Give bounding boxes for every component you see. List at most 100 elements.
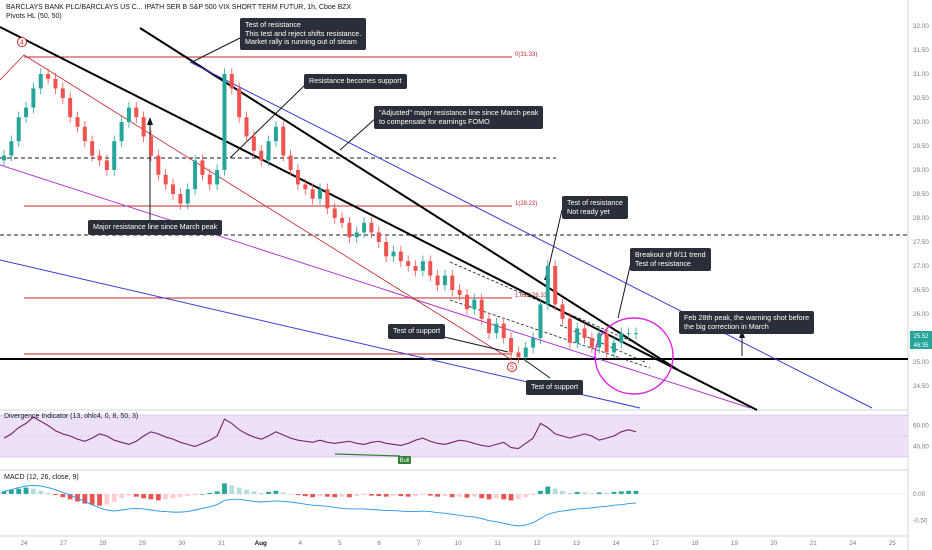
- candle-body: [104, 160, 109, 170]
- pane-separators: [0, 0, 909, 550]
- candle-body: [589, 338, 594, 348]
- candle-body: [376, 232, 381, 242]
- note-adjusted-resistance: "Adjusted" major resistance line since M…: [374, 106, 544, 130]
- macd-bar: [346, 494, 352, 498]
- macd-bar: [214, 491, 220, 494]
- divergence-title: Divergence Indicator (13, ohlc4, 0, 8, 5…: [4, 413, 139, 420]
- candle-body: [531, 338, 536, 348]
- macd-bar: [442, 494, 448, 497]
- candle-body: [325, 189, 330, 209]
- macd-bar: [398, 494, 404, 497]
- candle-body: [2, 155, 6, 161]
- candle-body: [369, 222, 374, 233]
- macd-line: [3, 485, 637, 527]
- candle-body: [273, 126, 278, 142]
- time-tick: 31: [218, 540, 226, 547]
- candle-body: [406, 261, 411, 266]
- time-tick: 11: [494, 540, 501, 547]
- macd-bar: [332, 494, 338, 498]
- time-tick: 10: [455, 540, 463, 547]
- candle-body: [619, 333, 624, 343]
- macd-bar: [251, 491, 257, 494]
- note-test-support-2: Test of support: [526, 380, 584, 395]
- macd-bar: [222, 483, 227, 494]
- macd-bar: [53, 494, 58, 496]
- macd-bar: [133, 494, 139, 497]
- candle-body: [193, 160, 198, 190]
- macd-bar: [126, 494, 132, 496]
- candle-body: [148, 136, 153, 156]
- bull-tag: [398, 456, 411, 464]
- macd-axis[interactable]: 0.00 -0.50: [913, 491, 928, 525]
- macd-bar: [177, 494, 183, 498]
- candle-body: [362, 222, 367, 233]
- candle-body: [310, 189, 315, 199]
- candle-body: [266, 141, 271, 161]
- time-tick: 12: [534, 540, 542, 547]
- macd-bar: [354, 494, 360, 497]
- macd-bar: [310, 494, 316, 498]
- price-tick: 28.50: [913, 191, 929, 198]
- symbol-title: BARCLAYS BANK PLC/BARCLAYS US C... IPATH…: [6, 4, 352, 11]
- price-tick: 30.00: [913, 119, 929, 126]
- macd-bar: [633, 490, 639, 494]
- macd-bar: [545, 486, 551, 494]
- macd-bar: [45, 492, 51, 494]
- time-tick: 6: [377, 540, 381, 547]
- time-tick: 17: [652, 540, 660, 547]
- candle-body: [420, 261, 425, 271]
- macd-bar: [38, 490, 44, 494]
- pivot-levels: [24, 56, 512, 355]
- candle-body: [90, 141, 95, 156]
- time-tick: 18: [691, 540, 699, 547]
- candle-body: [156, 155, 161, 175]
- macd-bar: [479, 494, 485, 499]
- macd-bar: [148, 494, 154, 500]
- candle-body: [75, 117, 80, 127]
- trend-lines: [0, 26, 873, 411]
- macd-bar: [170, 494, 176, 499]
- candle-body: [494, 323, 499, 334]
- divergence-tick: 60.00: [913, 423, 929, 430]
- candle-body: [53, 78, 58, 89]
- candle-body: [347, 222, 352, 238]
- macd-bar: [552, 488, 558, 494]
- macd-bar: [361, 494, 367, 496]
- time-axis[interactable]: 24 27 28 29 30 31 Aug 4 5 6 7 10 11 12 13 14 17 18 19 20 21 2…: [20, 540, 896, 547]
- candle-body: [567, 318, 572, 343]
- candle-body: [516, 352, 521, 358]
- pivots-indicator-label: Pivots HL (50, 50): [6, 13, 62, 20]
- candle-body: [60, 88, 65, 98]
- candle-body: [472, 299, 477, 310]
- bull-divergence-line: [334, 453, 401, 457]
- price-tick: 31.50: [913, 47, 929, 54]
- wave-5-circle: [507, 362, 517, 372]
- candle-body: [215, 170, 220, 185]
- macd-bar: [405, 494, 411, 497]
- macd-bar: [457, 494, 463, 497]
- divergence-axis[interactable]: 60.00 40.00: [913, 423, 929, 451]
- candle-body: [46, 74, 51, 79]
- candle-body: [200, 160, 205, 175]
- macd-histogram: [1, 483, 639, 506]
- candle-body: [171, 184, 176, 194]
- candle-body: [163, 174, 168, 185]
- macd-bar: [471, 494, 477, 497]
- macd-bar: [266, 491, 271, 494]
- price-tick: 29.50: [913, 143, 929, 150]
- countdown-tag: [910, 340, 932, 349]
- price-tick: 27.50: [913, 239, 929, 246]
- macd-bar: [75, 494, 80, 502]
- macd-bar: [383, 494, 389, 497]
- countdown-value: 46:35: [913, 343, 929, 349]
- time-tick: 30: [178, 540, 186, 547]
- macd-bar: [67, 494, 73, 500]
- candle-body: [82, 126, 87, 142]
- macd-bar: [618, 491, 624, 494]
- candle-body: [38, 74, 43, 89]
- candle-body: [479, 299, 484, 319]
- macd-bar: [589, 493, 595, 495]
- candle-body: [259, 150, 264, 161]
- last-price-value: 25.52: [913, 334, 929, 340]
